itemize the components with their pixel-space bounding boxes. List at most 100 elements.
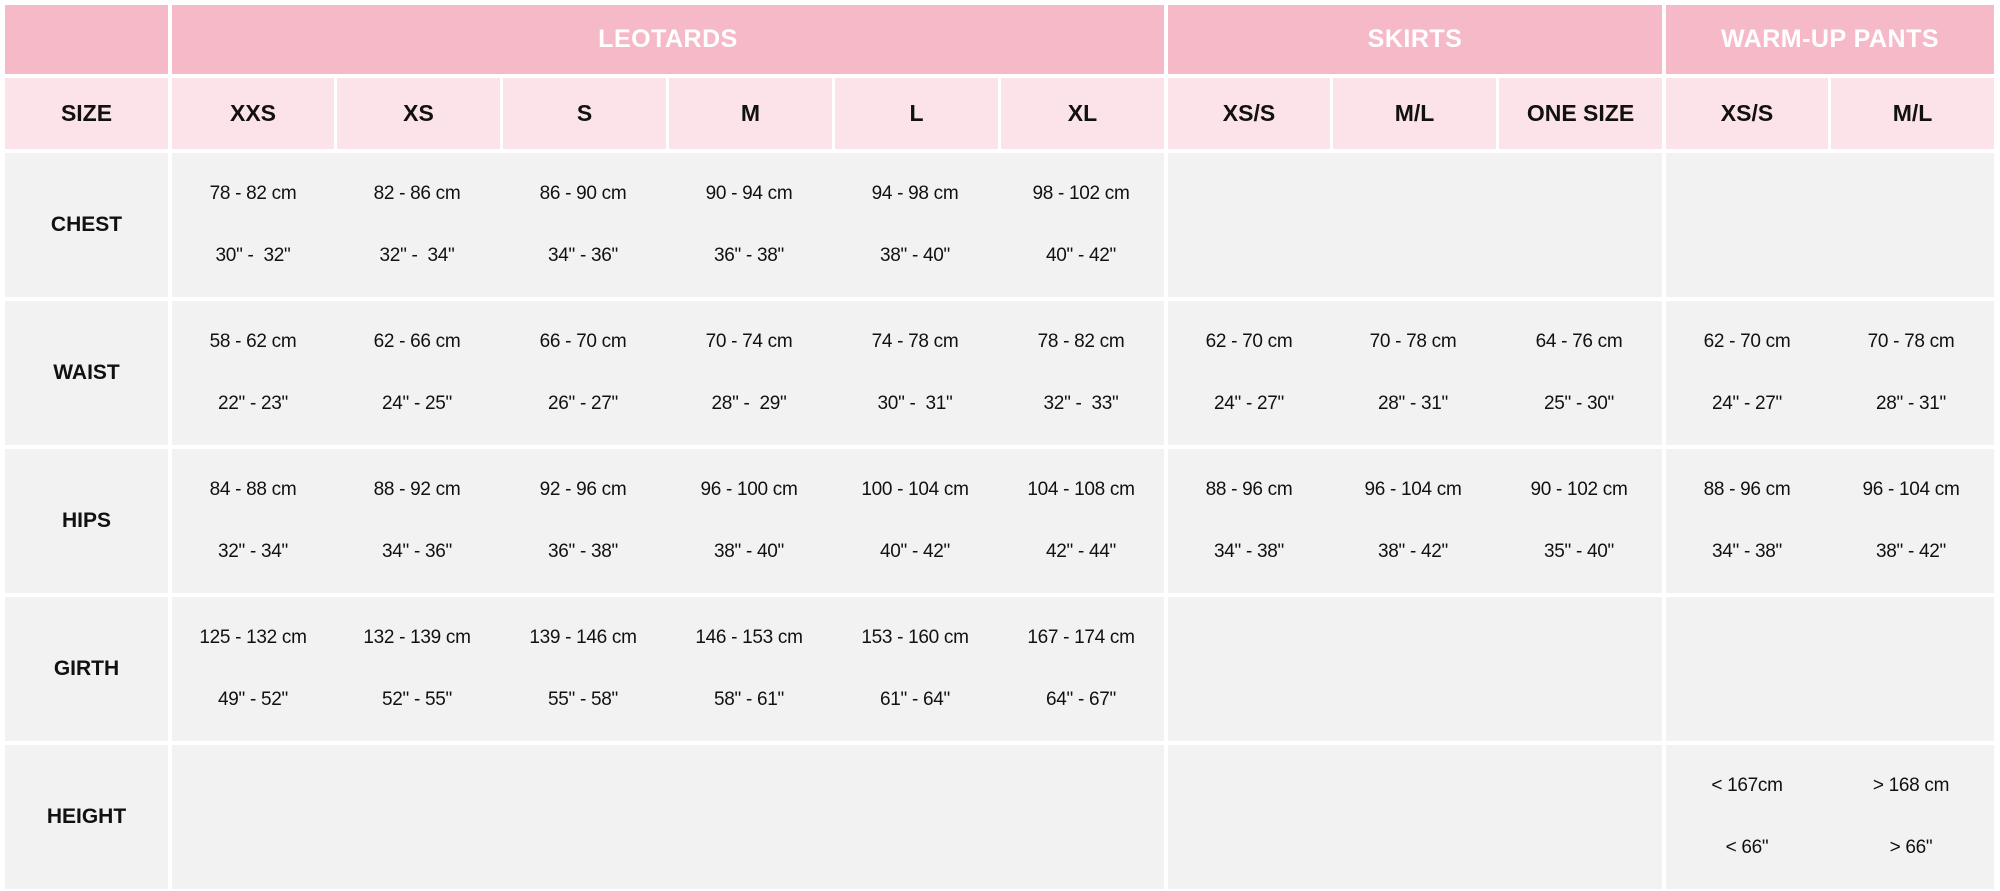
measurement-cell <box>1662 153 1828 297</box>
measurement-in: 64" - 67" <box>1046 689 1116 710</box>
measurement-cell <box>832 745 998 889</box>
measurement-cell: 70 - 78 cm 28" - 31" <box>1828 301 1994 445</box>
measurement-in: 58" - 61" <box>714 689 784 710</box>
measurement-in: 25" - 30" <box>1544 393 1614 414</box>
measurement-cell <box>1496 153 1662 297</box>
measurement-in: 30" - 32" <box>215 245 291 266</box>
measurement-cm: 62 - 70 cm <box>1205 331 1293 352</box>
measurement-cell: 96 - 100 cm 38" - 40" <box>666 449 832 593</box>
measurement-in: 52" - 55" <box>382 689 452 710</box>
group-header-leotards: LEOTARDS <box>168 5 1164 74</box>
measurement-cell: 74 - 78 cm 30" - 31" <box>832 301 998 445</box>
measurement-cell: 62 - 66 cm 24" - 25" <box>334 301 500 445</box>
measurement-cm: 88 - 92 cm <box>373 479 461 500</box>
row-label-girth: GIRTH <box>5 597 168 741</box>
measurement-cell <box>1330 745 1496 889</box>
measurement-in: 32" - 33" <box>1043 393 1119 414</box>
measurement-cell: 70 - 74 cm 28" - 29" <box>666 301 832 445</box>
measurement-cm: 84 - 88 cm <box>209 479 297 500</box>
measurement-cm: < 167cm <box>1711 775 1783 796</box>
measurement-cm: 62 - 66 cm <box>373 331 461 352</box>
measurement-cm: 94 - 98 cm <box>871 183 959 204</box>
size-header-cell: M/L <box>1828 78 1994 149</box>
measurement-cm: 90 - 102 cm <box>1530 479 1628 500</box>
measurement-in: 24" - 25" <box>382 393 452 414</box>
measurement-in: 40" - 42" <box>1046 245 1116 266</box>
measurement-in: 30" - 31" <box>877 393 953 414</box>
measurement-cm: 78 - 82 cm <box>209 183 297 204</box>
measurement-cell: 139 - 146 cm 55" - 58" <box>500 597 666 741</box>
measurement-in: 40" - 42" <box>880 541 950 562</box>
measurement-in: 36" - 38" <box>714 245 784 266</box>
measurement-cell: 92 - 96 cm 36" - 38" <box>500 449 666 593</box>
measurement-cell: 96 - 104 cm 38" - 42" <box>1330 449 1496 593</box>
measurement-cm: > 168 cm <box>1872 775 1950 796</box>
size-header-cell: M <box>666 78 832 149</box>
measurement-in: 32" - 34" <box>379 245 455 266</box>
measurement-in: 24" - 27" <box>1214 393 1284 414</box>
measurement-cm: 66 - 70 cm <box>539 331 627 352</box>
measurement-cell: 88 - 96 cm 34" - 38" <box>1164 449 1330 593</box>
measurement-cm: 86 - 90 cm <box>539 183 627 204</box>
measurement-in: < 66" <box>1725 837 1769 858</box>
measurement-cm: 70 - 74 cm <box>705 331 793 352</box>
measurement-cm: 125 - 132 cm <box>199 627 307 648</box>
size-header-cell: XXS <box>168 78 334 149</box>
measurement-cell: 66 - 70 cm 26" - 27" <box>500 301 666 445</box>
measurement-cell: 167 - 174 cm 64" - 67" <box>998 597 1164 741</box>
size-header-cell: XS/S <box>1662 78 1828 149</box>
measurement-cell: > 168 cm > 66" <box>1828 745 1994 889</box>
measurement-cell: 90 - 102 cm 35" - 40" <box>1496 449 1662 593</box>
measurement-cell <box>1496 597 1662 741</box>
measurement-cell <box>500 745 666 889</box>
measurement-cell <box>1828 153 1994 297</box>
row-label-hips: HIPS <box>5 449 168 593</box>
measurement-cell: 100 - 104 cm 40" - 42" <box>832 449 998 593</box>
measurement-in: 34" - 36" <box>382 541 452 562</box>
row-label-waist: WAIST <box>5 301 168 445</box>
measurement-cell <box>998 745 1164 889</box>
measurement-cell <box>666 745 832 889</box>
measurement-cell: 98 - 102 cm 40" - 42" <box>998 153 1164 297</box>
measurement-in: 55" - 58" <box>548 689 618 710</box>
group-header-skirts: SKIRTS <box>1164 5 1662 74</box>
size-header-cell: L <box>832 78 998 149</box>
measurement-cell: 96 - 104 cm 38" - 42" <box>1828 449 1994 593</box>
measurement-cm: 74 - 78 cm <box>871 331 959 352</box>
measurement-cm: 96 - 104 cm <box>1364 479 1462 500</box>
row-label-chest: CHEST <box>5 153 168 297</box>
measurement-cm: 62 - 70 cm <box>1703 331 1791 352</box>
measurement-cell: 62 - 70 cm 24" - 27" <box>1662 301 1828 445</box>
measurement-cell <box>1330 153 1496 297</box>
measurement-in: 28" - 31" <box>1378 393 1448 414</box>
measurement-in: 34" - 38" <box>1214 541 1284 562</box>
measurement-in: 28" - 31" <box>1876 393 1946 414</box>
measurement-cell: 88 - 96 cm 34" - 38" <box>1662 449 1828 593</box>
measurement-cell <box>1164 597 1330 741</box>
corner-header-cell <box>5 5 168 74</box>
measurement-cm: 96 - 100 cm <box>700 479 798 500</box>
measurement-cm: 82 - 86 cm <box>373 183 461 204</box>
measurement-in: 49" - 52" <box>218 689 288 710</box>
measurement-in: 22" - 23" <box>218 393 288 414</box>
measurement-cell <box>1496 745 1662 889</box>
measurement-cell <box>1662 597 1828 741</box>
measurement-cm: 90 - 94 cm <box>705 183 793 204</box>
size-header-cell: XL <box>998 78 1164 149</box>
size-header-cell: M/L <box>1330 78 1496 149</box>
measurement-in: 34" - 36" <box>548 245 618 266</box>
measurement-cell <box>1330 597 1496 741</box>
measurement-cell: 153 - 160 cm 61" - 64" <box>832 597 998 741</box>
measurement-cm: 153 - 160 cm <box>861 627 969 648</box>
measurement-in: 38" - 42" <box>1876 541 1946 562</box>
row-label-height: HEIGHT <box>5 745 168 889</box>
measurement-cell: 125 - 132 cm 49" - 52" <box>168 597 334 741</box>
measurement-cell: 86 - 90 cm 34" - 36" <box>500 153 666 297</box>
group-header-warm-up-pants: WARM-UP PANTS <box>1662 5 1994 74</box>
measurement-in: 42" - 44" <box>1046 541 1116 562</box>
size-header-cell: S <box>500 78 666 149</box>
measurement-cell <box>1828 597 1994 741</box>
measurement-cm: 96 - 104 cm <box>1862 479 1960 500</box>
size-header-cell: XS/S <box>1164 78 1330 149</box>
measurement-cell: 84 - 88 cm 32" - 34" <box>168 449 334 593</box>
